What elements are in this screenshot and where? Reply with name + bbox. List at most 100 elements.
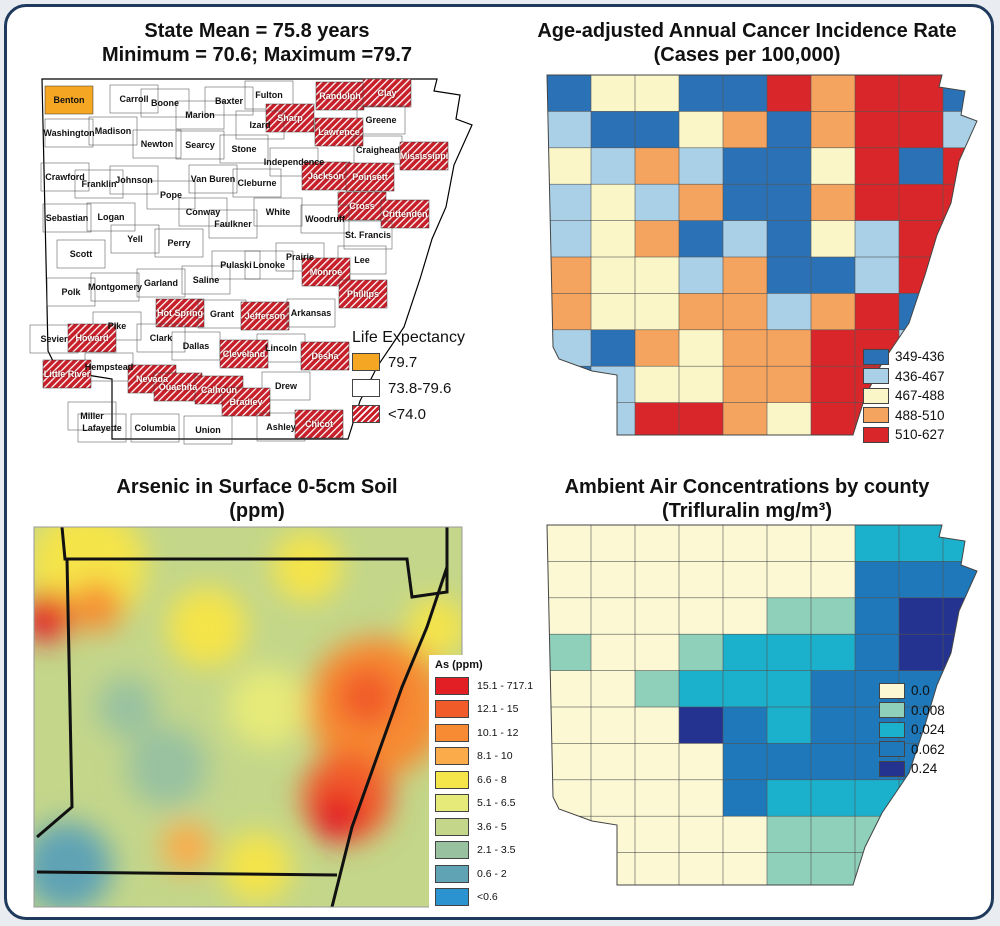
county-label: Arkansas xyxy=(290,308,332,318)
cancer-title: Age-adjusted Annual Cancer Incidence Rat… xyxy=(537,20,957,66)
county-cell xyxy=(766,779,812,817)
county-cell xyxy=(722,147,768,186)
county-cell xyxy=(678,402,724,435)
county-cell xyxy=(942,706,977,745)
county-cell xyxy=(722,852,768,885)
county-label: Izard xyxy=(249,120,271,130)
county-cell xyxy=(854,220,900,258)
county-cell xyxy=(810,670,856,708)
county-label: Lonoke xyxy=(252,260,286,270)
county-label: Woodruff xyxy=(305,214,345,224)
legend-swatch xyxy=(435,747,469,766)
county-fill xyxy=(300,341,350,371)
county-cell xyxy=(766,706,812,745)
county-label: Boone xyxy=(151,98,179,108)
legend-item: 0.0 xyxy=(879,681,945,701)
legend-label: 0.24 xyxy=(911,761,938,777)
county-cell xyxy=(634,329,680,367)
county-fill xyxy=(315,81,365,111)
county-cell xyxy=(590,633,636,672)
county-cell xyxy=(634,597,680,635)
county-label: Ashley xyxy=(266,422,296,432)
legend-swatch xyxy=(435,794,469,813)
county-label: Grant xyxy=(209,309,235,319)
legend-swatch xyxy=(863,368,889,385)
legend-label: 2.1 - 3.5 xyxy=(477,844,516,857)
county-cell xyxy=(547,220,592,258)
county-cell xyxy=(722,256,768,295)
county-label: Hempstead xyxy=(84,362,134,372)
county-label: Clay xyxy=(377,88,397,98)
county-label: Carroll xyxy=(119,94,149,104)
county-label: Cleveland xyxy=(222,349,266,359)
legend-label: 0.024 xyxy=(911,722,945,738)
county-cell xyxy=(722,670,768,708)
county-label: Craighead xyxy=(355,145,401,155)
legend-label: 8.1 - 10 xyxy=(477,750,513,763)
county-cell xyxy=(766,852,812,885)
county-cell xyxy=(678,183,724,222)
figure-frame: State Mean = 75.8 years Minimum = 70.6; M… xyxy=(4,4,994,920)
county-cell xyxy=(634,743,680,781)
county-label: Little River xyxy=(43,369,91,379)
legend-label: 0.062 xyxy=(911,741,945,757)
county-cell xyxy=(898,183,944,222)
county-cell xyxy=(634,815,680,854)
county-cell xyxy=(942,815,977,854)
legend-label: 0.008 xyxy=(911,702,945,718)
county-label: Lafayette xyxy=(82,423,122,433)
legend-label: 3.6 - 5 xyxy=(477,820,507,833)
legend-swatch xyxy=(879,760,905,777)
county-cell xyxy=(547,670,592,708)
county-cell xyxy=(942,525,977,563)
county-cell xyxy=(590,256,636,295)
legend-item: 349-436 xyxy=(863,347,945,367)
county-cell xyxy=(547,111,592,149)
county-cell xyxy=(810,329,856,367)
county-cell xyxy=(678,815,724,854)
legend-title: Life Expectancy xyxy=(352,329,465,346)
life-expectancy-map xyxy=(29,78,473,445)
legend-swatch xyxy=(863,426,889,443)
legend-item: 0.024 xyxy=(879,720,945,740)
county-cell xyxy=(634,706,680,745)
county-label: Greene xyxy=(365,115,397,125)
legend-swatch xyxy=(863,407,889,424)
county-label: Benton xyxy=(53,95,85,105)
legend-swatch xyxy=(879,741,905,758)
legend-item: 510-627 xyxy=(863,425,945,445)
county-fill xyxy=(380,199,430,229)
county-cell xyxy=(678,670,724,708)
county-cell xyxy=(810,779,856,817)
legend-item: 3.6 - 5 xyxy=(435,815,533,839)
legend-swatch xyxy=(435,723,469,742)
county-cell xyxy=(854,256,900,295)
county-cell xyxy=(722,815,768,854)
county-label: Conway xyxy=(185,207,221,217)
legend-item: 436-467 xyxy=(863,367,945,387)
legend-item: 6.6 - 8 xyxy=(435,768,533,792)
legend-item: 0.062 xyxy=(879,740,945,760)
county-cell xyxy=(766,815,812,854)
county-label: Drew xyxy=(274,381,298,391)
county-cell xyxy=(766,670,812,708)
county-label: Dallas xyxy=(182,341,210,351)
legend-label: 510-627 xyxy=(895,427,945,443)
county-label: Newton xyxy=(140,139,174,149)
county-cell xyxy=(766,329,812,367)
county-label: Pike xyxy=(107,321,127,331)
county-label: Yell xyxy=(127,234,143,244)
county-label: Howard xyxy=(75,333,109,343)
county-cell xyxy=(766,743,812,781)
county-cell xyxy=(590,147,636,186)
county-cell xyxy=(678,597,724,635)
legend-swatch xyxy=(879,721,905,738)
county-cell xyxy=(766,220,812,258)
county-cell xyxy=(898,147,944,186)
county-label: Prairie xyxy=(285,252,315,262)
county-cell xyxy=(547,293,592,331)
legend-label: <0.6 xyxy=(477,891,498,904)
county-cell xyxy=(678,852,724,885)
county-fill xyxy=(240,301,290,331)
county-label: Saline xyxy=(192,275,220,285)
